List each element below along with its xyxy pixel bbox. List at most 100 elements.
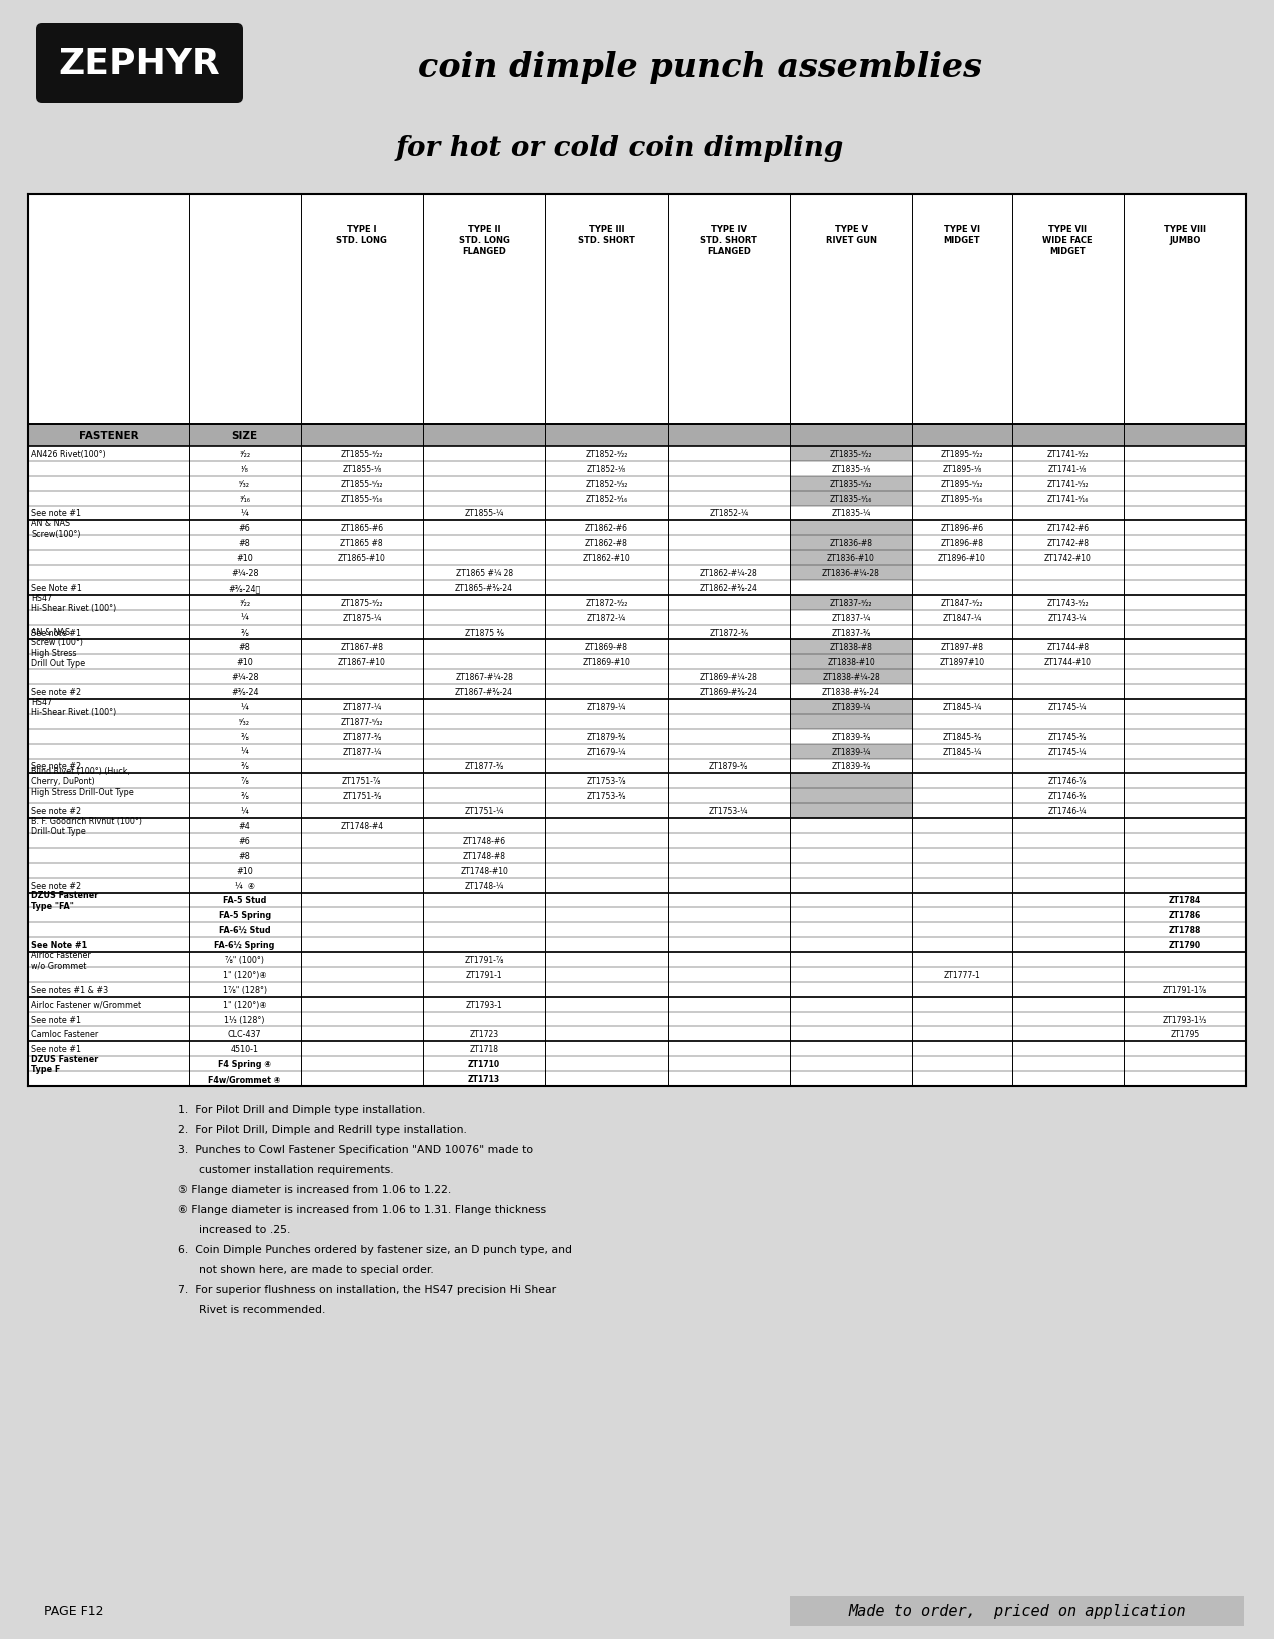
Bar bbox=[790, 700, 912, 715]
Text: #¼-28: #¼-28 bbox=[231, 672, 259, 682]
Text: HS47
Hi-Shear Rivet (100°): HS47 Hi-Shear Rivet (100°) bbox=[31, 593, 116, 613]
Text: ZT1845-¼: ZT1845-¼ bbox=[943, 747, 981, 756]
Text: ZT1791-⅞: ZT1791-⅞ bbox=[465, 956, 503, 964]
Text: ZT1872-¼: ZT1872-¼ bbox=[587, 613, 626, 623]
Text: FA-5 Stud: FA-5 Stud bbox=[223, 897, 266, 905]
Text: ZT1723: ZT1723 bbox=[470, 1029, 498, 1039]
Text: ZT1896-#10: ZT1896-#10 bbox=[938, 554, 986, 562]
Text: #10: #10 bbox=[236, 865, 254, 875]
Text: ZT1872-⅜: ZT1872-⅜ bbox=[710, 628, 748, 638]
Text: ZT1879-⅜: ZT1879-⅜ bbox=[587, 733, 626, 741]
Text: 6.  Coin Dimple Punches ordered by fastener size, an D punch type, and: 6. Coin Dimple Punches ordered by fasten… bbox=[178, 1244, 572, 1254]
Text: ZT1835-³⁄₂₂: ZT1835-³⁄₂₂ bbox=[829, 449, 873, 459]
Text: 4510-1: 4510-1 bbox=[231, 1044, 259, 1054]
Text: AN426 Rivet(100°): AN426 Rivet(100°) bbox=[31, 449, 106, 459]
Text: ZT1862-#10: ZT1862-#10 bbox=[582, 554, 631, 562]
Text: TYPE I
STD. LONG: TYPE I STD. LONG bbox=[336, 225, 387, 244]
Text: ZT1839-⅜: ZT1839-⅜ bbox=[832, 762, 870, 770]
Text: DZUS Fastener
Type "FA": DZUS Fastener Type "FA" bbox=[31, 890, 98, 910]
Text: ⅜: ⅜ bbox=[241, 762, 248, 770]
Text: F4w/Grommet ④: F4w/Grommet ④ bbox=[209, 1075, 280, 1083]
Text: #8: #8 bbox=[238, 642, 251, 652]
Text: TYPE IV
STD. SHORT
FLANGED: TYPE IV STD. SHORT FLANGED bbox=[701, 225, 757, 256]
Text: ZT1746-⅜: ZT1746-⅜ bbox=[1049, 792, 1088, 801]
Text: DZUS Fastener
Type F: DZUS Fastener Type F bbox=[31, 1054, 98, 1074]
Text: ZT1845-⅜: ZT1845-⅜ bbox=[943, 733, 981, 741]
Text: ZT1879-¼: ZT1879-¼ bbox=[587, 703, 626, 711]
Text: TYPE V
RIVET GUN: TYPE V RIVET GUN bbox=[826, 225, 877, 244]
Text: ZT1852-³⁄₂₂: ZT1852-³⁄₂₂ bbox=[585, 449, 628, 459]
Text: 3.  Punches to Cowl Fastener Specification "AND 10076" made to: 3. Punches to Cowl Fastener Specificatio… bbox=[178, 1144, 533, 1154]
Text: #10: #10 bbox=[236, 554, 254, 562]
Text: ZT1713: ZT1713 bbox=[468, 1075, 501, 1083]
Text: ZT1835-³⁄₁₆: ZT1835-³⁄₁₆ bbox=[829, 495, 873, 503]
Text: ZT1743-³⁄₂₂: ZT1743-³⁄₂₂ bbox=[1046, 598, 1089, 608]
Text: ZT1865 #8: ZT1865 #8 bbox=[340, 539, 383, 547]
Bar bbox=[790, 803, 912, 818]
Text: ZT1847-³⁄₂₂: ZT1847-³⁄₂₂ bbox=[940, 598, 984, 608]
Text: ZT1852-¹⁄₈: ZT1852-¹⁄₈ bbox=[587, 464, 626, 474]
Text: Blind Rivet (100°) (Huck,
Cherry, DuPont)
High Stress Drill-Out Type: Blind Rivet (100°) (Huck, Cherry, DuPont… bbox=[31, 767, 134, 797]
Text: PAGE F12: PAGE F12 bbox=[45, 1605, 103, 1618]
Text: CLC-437: CLC-437 bbox=[228, 1029, 261, 1039]
Text: ZT1869-#¼-28: ZT1869-#¼-28 bbox=[699, 672, 758, 682]
Text: ZT1743-¼: ZT1743-¼ bbox=[1049, 613, 1088, 623]
Text: #⅜-24: #⅜-24 bbox=[231, 688, 259, 697]
Text: FA-6½ Stud: FA-6½ Stud bbox=[219, 926, 270, 934]
Text: ZT1790: ZT1790 bbox=[1168, 941, 1201, 949]
Text: ZT1793-1⅓: ZT1793-1⅓ bbox=[1163, 1015, 1206, 1024]
Text: ZT1745-¼: ZT1745-¼ bbox=[1049, 747, 1088, 756]
Text: ZT1748-¼: ZT1748-¼ bbox=[465, 882, 503, 890]
Text: ⅜: ⅜ bbox=[241, 628, 248, 638]
Text: HS47
Hi-Shear Rivet (100°): HS47 Hi-Shear Rivet (100°) bbox=[31, 697, 116, 716]
Text: ZT1742-#6: ZT1742-#6 bbox=[1046, 524, 1089, 533]
Text: ¼: ¼ bbox=[241, 806, 248, 816]
Text: ZT1791-1⅞: ZT1791-1⅞ bbox=[1163, 985, 1206, 995]
Bar bbox=[790, 536, 912, 551]
Text: ZT1746-¼: ZT1746-¼ bbox=[1049, 806, 1088, 816]
Text: ZT1836-#8: ZT1836-#8 bbox=[829, 539, 873, 547]
Text: ZT1895-⁵⁄₃₂: ZT1895-⁵⁄₃₂ bbox=[940, 480, 984, 488]
Bar bbox=[790, 656, 912, 670]
Text: 1⅞" (128°): 1⅞" (128°) bbox=[223, 985, 266, 995]
Bar bbox=[790, 565, 912, 580]
Text: ZT1855-³⁄₁₆: ZT1855-³⁄₁₆ bbox=[340, 495, 383, 503]
Text: ZT1795: ZT1795 bbox=[1171, 1029, 1199, 1039]
Text: 1" (120°)④: 1" (120°)④ bbox=[223, 970, 266, 978]
Text: ZT1845-¼: ZT1845-¼ bbox=[943, 703, 981, 711]
Text: ZT1838-#¼-28: ZT1838-#¼-28 bbox=[822, 672, 880, 682]
Text: ZT1862-#⅜-24: ZT1862-#⅜-24 bbox=[699, 583, 758, 593]
Text: ¹⁄₈: ¹⁄₈ bbox=[241, 464, 248, 474]
Text: ZT1865-#6: ZT1865-#6 bbox=[340, 524, 383, 533]
Text: See note #1: See note #1 bbox=[31, 1044, 82, 1054]
Text: ZT1865-#10: ZT1865-#10 bbox=[338, 554, 386, 562]
Bar bbox=[790, 715, 912, 729]
Text: ZT1852-⁵⁄₃₂: ZT1852-⁵⁄₃₂ bbox=[585, 480, 628, 488]
Text: #8: #8 bbox=[238, 539, 251, 547]
Text: ZT1791-1: ZT1791-1 bbox=[466, 970, 502, 978]
Text: ZT1784: ZT1784 bbox=[1168, 897, 1201, 905]
Text: Camloc Fastener: Camloc Fastener bbox=[31, 1029, 98, 1039]
Text: ZT1872-³⁄₂₂: ZT1872-³⁄₂₂ bbox=[585, 598, 628, 608]
Text: See Note #1: See Note #1 bbox=[31, 583, 82, 593]
Text: ⅞: ⅞ bbox=[241, 777, 248, 787]
Text: See note #1: See note #1 bbox=[31, 628, 82, 638]
Text: ZT1744-#10: ZT1744-#10 bbox=[1043, 657, 1092, 667]
Text: ZT1896-#6: ZT1896-#6 bbox=[940, 524, 984, 533]
Text: coin dimple punch assemblies: coin dimple punch assemblies bbox=[418, 51, 982, 85]
Text: ZT1877-¼: ZT1877-¼ bbox=[343, 747, 381, 756]
Text: TYPE III
STD. SHORT: TYPE III STD. SHORT bbox=[578, 225, 634, 244]
Text: ZT1836-#10: ZT1836-#10 bbox=[827, 554, 875, 562]
Bar bbox=[790, 788, 912, 803]
Text: B. F. Goodrich Rivnut (100°)
Drill-Out Type: B. F. Goodrich Rivnut (100°) Drill-Out T… bbox=[31, 816, 141, 836]
Text: ZT1741-³⁄₂₂: ZT1741-³⁄₂₂ bbox=[1046, 449, 1089, 459]
Text: ZT1855-¼: ZT1855-¼ bbox=[465, 510, 503, 518]
Text: ZT1865-#⅜-24: ZT1865-#⅜-24 bbox=[455, 583, 513, 593]
Text: ⑤ Flange diameter is increased from 1.06 to 1.22.: ⑤ Flange diameter is increased from 1.06… bbox=[178, 1185, 451, 1195]
Text: ZT1852-¼: ZT1852-¼ bbox=[710, 510, 748, 518]
Text: ZT1877-¼: ZT1877-¼ bbox=[343, 703, 381, 711]
Text: ZT1753-⅞: ZT1753-⅞ bbox=[586, 777, 626, 787]
Text: 2.  For Pilot Drill, Dimple and Redrill type installation.: 2. For Pilot Drill, Dimple and Redrill t… bbox=[178, 1124, 466, 1134]
Bar bbox=[790, 595, 912, 610]
Text: ZT1751-⅜: ZT1751-⅜ bbox=[343, 792, 381, 801]
